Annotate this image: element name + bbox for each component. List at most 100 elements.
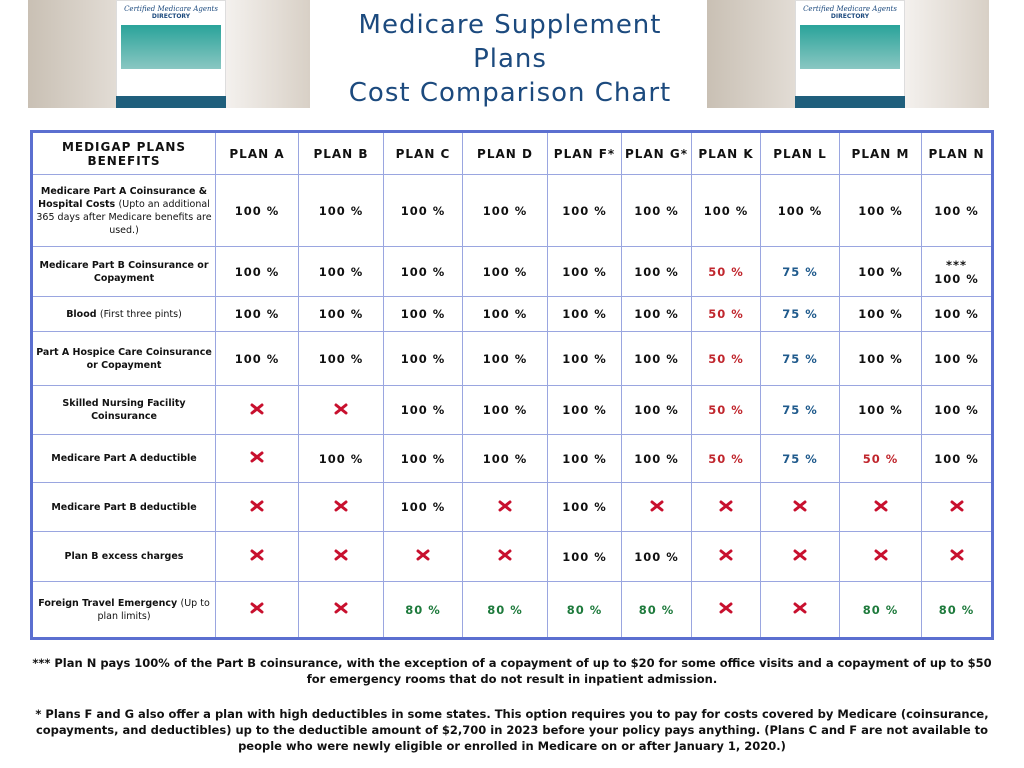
title-line: Cost Comparison Chart <box>348 78 672 108</box>
not-covered-icon <box>719 602 733 614</box>
not-covered-icon <box>498 500 512 511</box>
table-row: Foreign Travel Emergency (Up to plan lim… <box>31 581 993 639</box>
coverage-cell: 100 % <box>839 246 922 297</box>
table-row: Medicare Part B Coinsurance or Copayment… <box>31 246 993 297</box>
coverage-cell: 100 % <box>383 385 463 435</box>
photo <box>121 25 221 69</box>
not-covered-cell <box>691 531 761 582</box>
not-covered-icon <box>950 549 963 561</box>
not-covered-cell <box>298 482 384 532</box>
row-label: Foreign Travel Emergency (Up to plan lim… <box>31 581 216 639</box>
coverage-cell: 80 % <box>839 581 922 639</box>
plan-header: PLAN L <box>760 131 840 175</box>
coverage-cell: 100 % <box>547 385 622 435</box>
coverage-cell: 50 % <box>691 385 761 435</box>
coverage-cell: 100 % <box>462 246 548 297</box>
table-row: Medicare Part B deductible 100 % 100 % <box>31 482 993 532</box>
coverage-cell: 100 % <box>547 174 622 247</box>
coverage-cell: 100 % <box>547 296 622 332</box>
not-covered-icon <box>874 500 887 511</box>
coverage-cell: 100 % <box>383 296 463 332</box>
coverage-cell: 100 % <box>215 296 299 332</box>
not-covered-icon <box>334 403 348 414</box>
not-covered-cell <box>839 482 922 532</box>
plan-header: PLAN K <box>691 131 761 175</box>
coverage-cell: 50 % <box>691 331 761 386</box>
table-row: Blood (First three pints) 100 % 100 % 100 %… <box>31 296 993 332</box>
plan-header: PLAN C <box>383 131 463 175</box>
coverage-cell: 80 % <box>547 581 622 639</box>
not-covered-icon <box>250 500 264 511</box>
coverage-cell: 100 % <box>621 296 692 332</box>
footnote: * Plans F and G also offer a plan with h… <box>35 707 989 753</box>
coverage-cell: 100 % <box>839 385 922 435</box>
plan-header: PLAN B <box>298 131 384 175</box>
table-row: Part A Hospice Care Coinsurance or Copay… <box>31 331 993 386</box>
coverage-cell: 100 % <box>215 331 299 386</box>
coverage-cell: 80 % <box>621 581 692 639</box>
coverage-cell: 100 % <box>462 174 548 247</box>
coverage-cell: 50 % <box>691 434 761 483</box>
comparison-table: MEDIGAP PLANS BENEFITS PLAN A PLAN B PLAN C… <box>30 130 994 640</box>
not-covered-icon <box>793 549 807 561</box>
benefit-note: (Upto an additional 365 days after Medic… <box>36 198 212 236</box>
table-row: Skilled Nursing Facility Coinsurance 100 … <box>31 385 993 435</box>
not-covered-icon <box>334 602 348 614</box>
coverage-cell: 100 % <box>621 331 692 386</box>
not-covered-cell <box>462 531 548 582</box>
not-covered-cell <box>298 531 384 582</box>
row-label: Part A Hospice Care Coinsurance or Copay… <box>31 331 216 386</box>
table-row: Medicare Part A Coinsurance & Hospital C… <box>31 174 993 247</box>
banner-text: DIRECTORY <box>151 13 191 20</box>
coverage-cell: 100 % <box>921 174 993 247</box>
plan-header: PLAN G* <box>621 131 692 175</box>
benefit-note: (Up to plan limits) <box>97 597 210 622</box>
not-covered-cell <box>215 531 299 582</box>
banner-text: DIRECTORY <box>830 13 870 20</box>
coverage-cell: 100 % <box>547 531 622 582</box>
coverage-cell: 75 % <box>760 434 840 483</box>
not-covered-icon <box>874 549 887 561</box>
title-line: Plans <box>473 44 547 74</box>
benefit-name: Medicare Part B Coinsurance or Copayment <box>39 259 209 284</box>
not-covered-cell <box>691 482 761 532</box>
not-covered-cell <box>298 581 384 639</box>
coverage-cell: 100 % <box>547 246 622 297</box>
coverage-cell: 100 % <box>215 246 299 297</box>
plan-header: PLAN D <box>462 131 548 175</box>
not-covered-cell <box>839 531 922 582</box>
banner-strip <box>116 96 226 108</box>
coverage-cell: 100 % <box>547 331 622 386</box>
coverage-cell: 100 % <box>383 174 463 247</box>
coverage-cell: 100 % <box>298 434 384 483</box>
benefit-name: Medicare Part A deductible <box>51 453 197 464</box>
coverage-cell: 100 % <box>621 174 692 247</box>
not-covered-cell <box>215 385 299 435</box>
not-covered-icon <box>334 549 348 561</box>
not-covered-icon <box>416 549 430 561</box>
coverage-cell: *** 100 % <box>921 246 993 297</box>
coverage-cell: 100 % <box>215 174 299 247</box>
not-covered-icon <box>250 549 264 561</box>
title-line: Medicare Supplement <box>358 10 662 40</box>
table-row: Plan B excess charges 100 % 100 % <box>31 531 993 582</box>
plan-header: PLAN N <box>921 131 993 175</box>
coverage-cell: 75 % <box>760 385 840 435</box>
coverage-cell: 100 % <box>621 385 692 435</box>
table-row: Medicare Part A deductible 100 % 100 % 100 … <box>31 434 993 483</box>
coverage-cell: 100 % <box>921 434 993 483</box>
corner-header: MEDIGAP PLANS BENEFITS <box>31 131 216 175</box>
not-covered-icon <box>250 403 264 414</box>
not-covered-cell <box>383 531 463 582</box>
coverage-cell: 100 % <box>298 331 384 386</box>
row-label: Skilled Nursing Facility Coinsurance <box>31 385 216 435</box>
not-covered-icon <box>334 500 348 511</box>
coverage-cell: 80 % <box>383 581 463 639</box>
not-covered-cell <box>215 581 299 639</box>
not-covered-icon <box>793 602 807 614</box>
coverage-cell: 100 % <box>547 482 622 532</box>
footnote: *** Plan N pays 100% of the Part B coins… <box>32 656 992 686</box>
coverage-cell: 100 % <box>547 434 622 483</box>
not-covered-cell <box>760 531 840 582</box>
